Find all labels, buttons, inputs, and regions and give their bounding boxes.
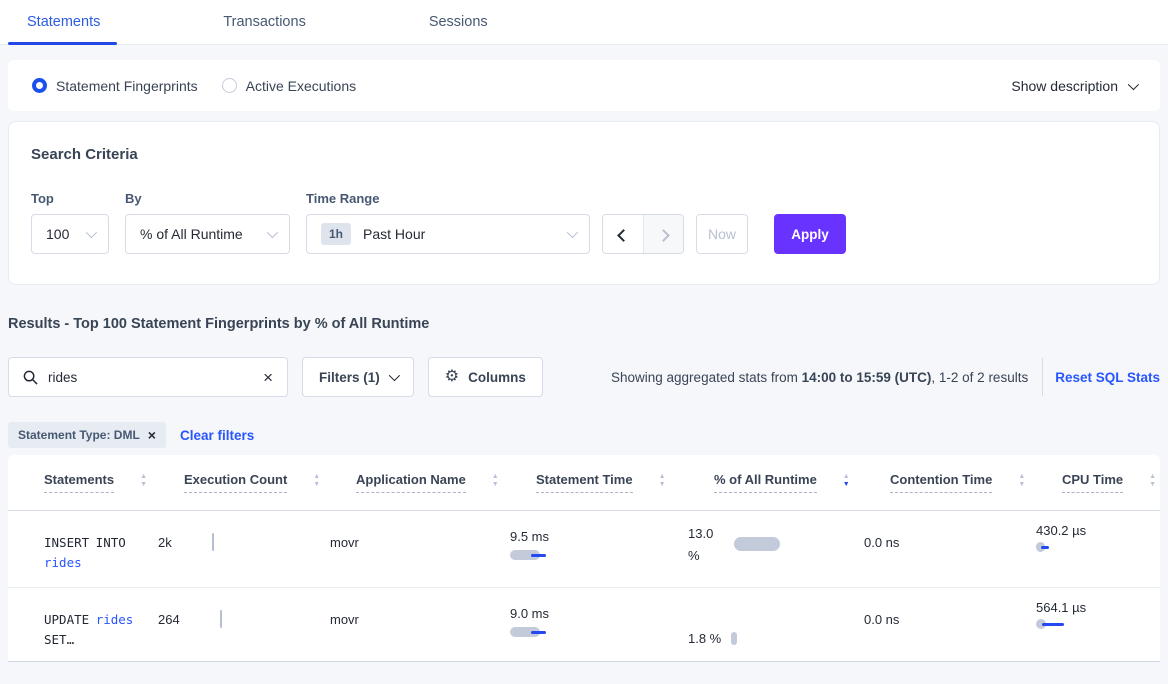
header-application-name[interactable]: Application Name ▲ ▼ <box>356 472 536 493</box>
contention-time-cell: 0.0 ns <box>864 535 900 550</box>
sort-icon: ▲ ▼ <box>658 473 666 488</box>
columns-button[interactable]: ⚙ Columns <box>427 357 543 397</box>
radio-label: Statement Fingerprints <box>56 77 198 94</box>
time-step-buttons <box>602 214 684 254</box>
table-row: INSERT INTO rides 2k movr 9.5 ms 13.0 % … <box>8 511 1160 588</box>
vertical-divider <box>1042 358 1044 396</box>
top-select[interactable]: 100 <box>31 214 109 254</box>
statement-time-bar <box>510 627 688 637</box>
time-range-badge: 1h <box>321 223 352 245</box>
sort-icon: ▲ ▼ <box>313 473 321 488</box>
count-bar <box>211 533 214 551</box>
header-runtime-pct[interactable]: % of All Runtime ▲ ▼ <box>714 472 890 493</box>
remove-filter-icon[interactable]: × <box>147 427 156 443</box>
count-bar <box>219 610 222 628</box>
results-controls-row: × Filters (1) ⚙ Columns Showing aggregat… <box>8 357 1160 397</box>
chevron-down-icon <box>566 226 579 239</box>
chevron-down-icon <box>266 226 279 239</box>
results-heading: Results - Top 100 Statement Fingerprints… <box>8 316 430 332</box>
filter-pill-label: Statement Type: DML <box>18 428 140 442</box>
statement-link[interactable]: rides <box>95 612 134 627</box>
time-range-label: Time Range <box>306 191 380 206</box>
applied-filters-row: Statement Type: DML × Clear filters <box>8 422 254 448</box>
radio-selected-icon <box>32 78 47 93</box>
clear-search-icon[interactable]: × <box>263 367 273 387</box>
top-select-value: 100 <box>46 226 70 242</box>
by-select[interactable]: % of All Runtime <box>125 214 290 254</box>
sort-icon: ▲ ▼ <box>1018 473 1026 488</box>
statement-link[interactable]: rides <box>44 555 82 570</box>
chevron-down-icon <box>85 226 98 239</box>
top-label: Top <box>31 191 54 206</box>
time-range-select[interactable]: 1h Past Hour <box>306 214 590 254</box>
runtime-pct-cell: 13.0 % <box>688 511 864 587</box>
table-header-row: Statements ▲ ▼ Execution Count ▲ ▼ Applica… <box>8 455 1160 511</box>
by-label: By <box>125 191 142 206</box>
radio-active-executions[interactable]: Active Executions <box>221 77 357 94</box>
runtime-bar <box>731 631 738 645</box>
statement-time-bar <box>510 550 688 560</box>
runtime-pct-cell: 1.8 % <box>688 588 864 661</box>
filters-button[interactable]: Filters (1) <box>302 357 414 397</box>
sql-activity-tabbar: Statements Transactions Sessions <box>0 0 1168 45</box>
show-description-toggle[interactable]: Show description <box>1011 77 1140 94</box>
contention-time-cell: 0.0 ns <box>864 612 900 627</box>
radio-unselected-icon <box>221 78 237 93</box>
next-time-button[interactable] <box>643 215 683 253</box>
chevron-left-icon <box>616 228 630 242</box>
radio-statement-fingerprints[interactable]: Statement Fingerprints <box>32 78 198 94</box>
tab-transactions[interactable]: Transactions <box>223 14 306 30</box>
statements-table: Statements ▲ ▼ Execution Count ▲ ▼ Applica… <box>8 455 1160 662</box>
radio-label: Active Executions <box>245 77 357 94</box>
gear-icon: ⚙ <box>444 368 460 385</box>
application-name-cell: movr <box>330 612 359 627</box>
previous-time-button[interactable] <box>603 215 643 253</box>
execution-count-cell: 2k <box>158 511 330 587</box>
clear-filters-link[interactable]: Clear filters <box>179 427 255 443</box>
statement-cell: INSERT INTO rides <box>44 535 126 570</box>
statement-cell: UPDATE rides SET… <box>44 612 134 647</box>
execution-count-cell: 264 <box>158 588 330 661</box>
filters-button-label: Filters (1) <box>319 369 380 385</box>
runtime-bar <box>734 537 780 551</box>
sort-desc-icon: ▲ ▼ <box>842 473 850 488</box>
table-row: UPDATE rides SET… 264 movr 9.0 ms 1.8 % … <box>8 588 1160 661</box>
search-input[interactable] <box>48 369 264 385</box>
filter-pill-statement-type: Statement Type: DML × <box>8 422 166 448</box>
view-toggle-bar: Statement Fingerprints Active Executions… <box>8 60 1160 111</box>
header-statement-time[interactable]: Statement Time ▲ ▼ <box>536 472 714 493</box>
application-name-cell: movr <box>330 535 359 550</box>
aggregated-stats-text: Showing aggregated stats from 14:00 to 1… <box>611 369 1029 385</box>
search-criteria-title: Search Criteria <box>31 146 138 163</box>
apply-button[interactable]: Apply <box>774 214 846 254</box>
search-criteria-card: Search Criteria Top 100 By % of All Runt… <box>8 121 1160 285</box>
time-range-value: Past Hour <box>363 226 426 242</box>
header-cpu-time[interactable]: CPU Time ▲ ▼ <box>1062 472 1160 493</box>
reset-sql-stats-link[interactable]: Reset SQL Stats <box>1055 369 1160 385</box>
columns-button-label: Columns <box>468 369 526 385</box>
now-button[interactable]: Now <box>696 214 748 254</box>
tab-statements[interactable]: Statements <box>27 14 101 30</box>
header-contention-time[interactable]: Contention Time ▲ ▼ <box>890 472 1062 493</box>
statement-time-cell: 9.5 ms <box>510 511 688 587</box>
header-execution-count[interactable]: Execution Count ▲ ▼ <box>184 472 356 493</box>
by-select-value: % of All Runtime <box>140 226 243 242</box>
cpu-time-cell: 564.1 µs <box>1036 588 1160 661</box>
chevron-right-icon <box>657 228 670 242</box>
sort-icon: ▲ ▼ <box>491 473 499 488</box>
show-description-label: Show description <box>1011 77 1118 94</box>
active-tab-underline <box>8 42 117 45</box>
chevron-down-icon <box>388 369 400 382</box>
chevron-down-icon <box>1127 78 1140 90</box>
cpu-time-cell: 430.2 µs <box>1036 511 1160 587</box>
sort-icon: ▲ ▼ <box>140 473 148 488</box>
statement-search-box: × <box>8 357 288 397</box>
sort-icon: ▲ ▼ <box>1149 473 1157 488</box>
tab-sessions[interactable]: Sessions <box>428 14 488 30</box>
statement-time-cell: 9.0 ms <box>510 588 688 661</box>
header-statements[interactable]: Statements ▲ ▼ <box>44 472 184 493</box>
search-icon <box>23 370 38 385</box>
